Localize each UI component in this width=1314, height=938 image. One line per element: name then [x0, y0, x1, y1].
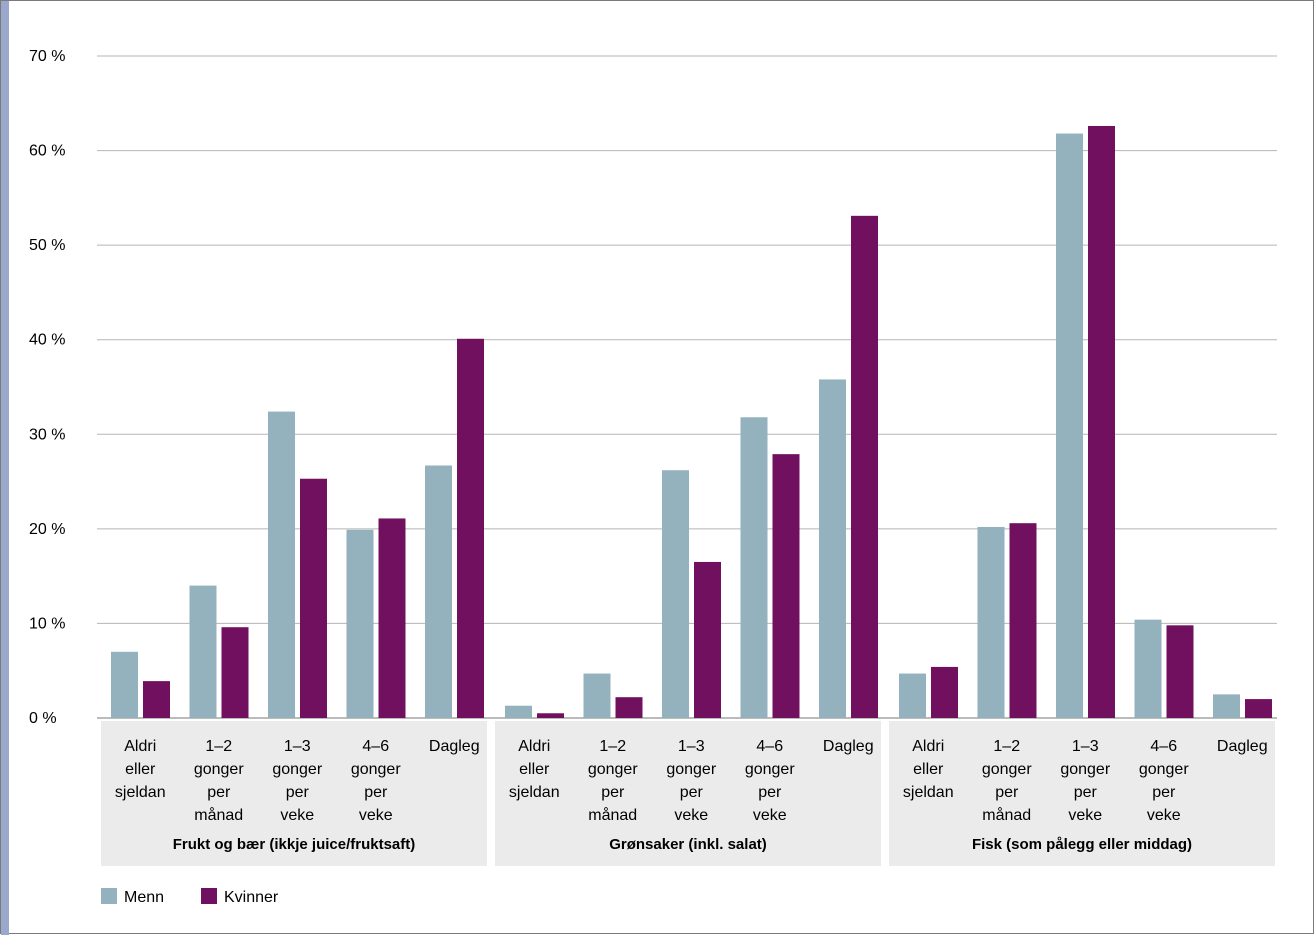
bar-menn	[583, 673, 611, 718]
category-tick-label: 1–2	[599, 738, 626, 755]
legend-swatch-kvinner	[201, 888, 217, 904]
category-group-band	[889, 721, 1275, 866]
legend-label-kvinner: Kvinner	[224, 889, 279, 906]
category-tick-label: månad	[588, 806, 637, 824]
bar-menn	[1134, 619, 1162, 718]
category-tick-label: Aldri	[518, 738, 550, 755]
category-tick-label: per	[1074, 784, 1098, 801]
y-tick-label: 70 %	[29, 48, 65, 65]
bar-menn	[1213, 694, 1240, 718]
bar-menn	[899, 673, 926, 718]
legend-label-menn: Menn	[124, 889, 164, 906]
category-tick-label: månad	[982, 806, 1031, 824]
category-tick-label: gonger	[194, 761, 244, 778]
category-tick-label: gonger	[351, 761, 401, 778]
category-tick-label: gonger	[666, 761, 716, 778]
category-tick-label: per	[364, 784, 388, 801]
bar-kvinner	[143, 681, 170, 718]
category-tick-label: veke	[1068, 807, 1102, 824]
category-tick-label: 4–6	[756, 738, 783, 755]
bar-menn	[662, 470, 689, 718]
legend-swatch-menn	[101, 888, 117, 904]
category-tick-label: månad	[194, 806, 243, 824]
category-tick-label: gonger	[982, 761, 1032, 778]
category-tick-label: gonger	[1060, 761, 1110, 778]
bar-kvinner	[772, 454, 800, 718]
bar-kvinner	[694, 561, 721, 718]
category-tick-label: per	[207, 784, 231, 801]
bar-kvinner	[300, 478, 327, 718]
category-tick-label: 1–2	[205, 738, 232, 755]
bar-menn	[1056, 133, 1083, 718]
category-tick-label: per	[995, 784, 1019, 801]
category-tick-label: 4–6	[1150, 738, 1177, 755]
bar-kvinner	[221, 627, 249, 718]
bar-menn	[740, 417, 768, 718]
y-tick-label: 10 %	[29, 615, 65, 632]
category-tick-label: sjeldan	[115, 784, 166, 801]
category-group-band	[495, 721, 881, 866]
category-tick-label: Dagleg	[823, 738, 874, 755]
category-group-band	[101, 721, 487, 866]
category-tick-label: sjeldan	[903, 784, 954, 801]
category-tick-label: 1–2	[993, 738, 1020, 755]
y-tick-label: 40 %	[29, 332, 65, 349]
category-tick-label: 4–6	[362, 738, 389, 755]
bar-menn	[505, 705, 532, 718]
y-tick-label: 50 %	[29, 237, 65, 254]
y-tick-label: 20 %	[29, 521, 65, 538]
category-tick-label: veke	[753, 807, 787, 824]
y-tick-label: 60 %	[29, 143, 65, 160]
group-label: Frukt og bær (ikkje juice/fruktsaft)	[173, 836, 416, 853]
bar-menn	[819, 379, 846, 718]
category-tick-label: gonger	[588, 761, 638, 778]
category-tick-label: Aldri	[912, 738, 944, 755]
category-tick-label: per	[1152, 784, 1176, 801]
group-label: Grønsaker (inkl. salat)	[609, 836, 767, 853]
bar-kvinner	[1009, 523, 1037, 718]
bar-kvinner	[1245, 699, 1272, 718]
category-tick-label: sjeldan	[509, 784, 560, 801]
category-tick-label: 1–3	[284, 738, 311, 755]
category-tick-label: eller	[913, 761, 944, 778]
group-label: Fisk (som pålegg eller middag)	[972, 836, 1192, 853]
bar-menn	[189, 585, 217, 718]
bar-menn	[268, 411, 295, 718]
category-tick-label: eller	[125, 761, 156, 778]
category-tick-label: veke	[280, 807, 314, 824]
category-tick-label: gonger	[272, 761, 322, 778]
bar-menn	[977, 526, 1005, 718]
category-tick-label: per	[601, 784, 625, 801]
category-tick-label: gonger	[745, 761, 795, 778]
bar-kvinner	[457, 338, 484, 718]
bar-kvinner	[537, 713, 564, 718]
bar-menn	[346, 529, 374, 718]
category-tick-label: 1–3	[678, 738, 705, 755]
category-tick-label: veke	[1147, 807, 1181, 824]
bar-menn	[425, 465, 452, 718]
bar-kvinner	[378, 518, 406, 718]
category-tick-label: Aldri	[124, 738, 156, 755]
category-tick-label: veke	[359, 807, 393, 824]
category-tick-label: Dagleg	[1217, 738, 1268, 755]
category-tick-label: eller	[519, 761, 550, 778]
y-tick-label: 30 %	[29, 426, 65, 443]
bar-kvinner	[851, 215, 878, 718]
category-tick-label: per	[286, 784, 310, 801]
side-accent-bar	[1, 1, 9, 935]
category-tick-label: veke	[674, 807, 708, 824]
y-tick-label: 0 %	[29, 710, 57, 727]
category-tick-label: 1–3	[1072, 738, 1099, 755]
category-tick-label: Dagleg	[429, 738, 480, 755]
category-tick-label: gonger	[1139, 761, 1189, 778]
category-tick-label: per	[758, 784, 782, 801]
bar-kvinner	[1166, 625, 1194, 718]
category-tick-label: per	[680, 784, 704, 801]
bar-menn	[111, 651, 138, 718]
bar-kvinner	[931, 666, 958, 718]
bar-kvinner	[615, 697, 643, 718]
bar-kvinner	[1088, 125, 1115, 719]
